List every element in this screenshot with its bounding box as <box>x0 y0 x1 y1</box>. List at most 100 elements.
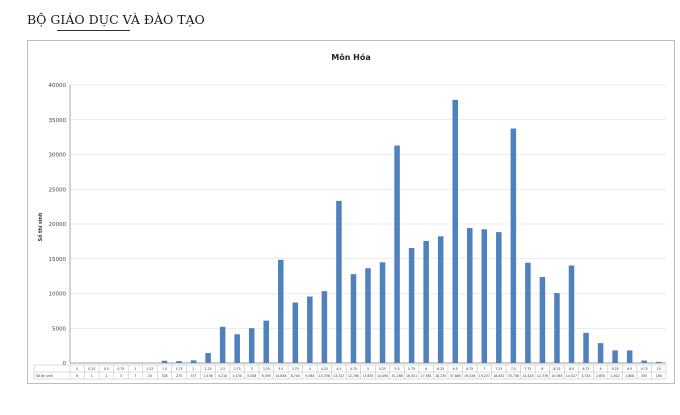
value-label: 37,865 <box>450 374 461 378</box>
bars <box>74 99 662 363</box>
bar <box>539 276 546 363</box>
bar <box>350 274 357 363</box>
category-label: 4 <box>309 367 311 371</box>
bar <box>597 343 604 363</box>
bar <box>452 99 458 363</box>
value-label: 2 <box>105 374 107 378</box>
category-label: 1.25 <box>146 367 153 371</box>
value-label: 19,426 <box>464 374 475 378</box>
category-label: 4.25 <box>321 367 328 371</box>
value-label: 14,027 <box>566 374 577 378</box>
value-label: 14,848 <box>275 374 286 378</box>
value-label: 17,561 <box>421 374 432 378</box>
value-label: 7 <box>134 374 136 378</box>
value-label: 14,490 <box>377 374 388 378</box>
bar <box>612 350 618 363</box>
bar <box>263 320 270 363</box>
category-label: 10 <box>657 367 661 371</box>
category-label: 9.25 <box>612 367 619 371</box>
y-tick-label: 25000 <box>49 187 67 193</box>
value-label: 350 <box>641 374 647 378</box>
value-label: 4,130 <box>233 374 242 378</box>
category-label: 0.75 <box>117 367 124 371</box>
category-label: 9.75 <box>641 367 648 371</box>
bar <box>423 240 429 363</box>
bar <box>641 360 647 363</box>
value-label: 14,428 <box>522 374 533 378</box>
value-label: 6,095 <box>262 374 271 378</box>
category-label: 9.5 <box>627 367 632 371</box>
bar <box>394 145 400 363</box>
bar <box>525 262 531 363</box>
y-tick-label: 10000 <box>49 292 67 298</box>
category-label: 0 <box>76 367 78 371</box>
header-underline <box>57 30 130 31</box>
bar <box>583 332 589 363</box>
bar <box>278 259 284 363</box>
bar <box>554 293 560 363</box>
value-label: 20 <box>148 374 152 378</box>
value-label: 23,327 <box>333 374 344 378</box>
bar <box>655 361 662 363</box>
category-label: 5 <box>367 367 369 371</box>
value-label: 31,286 <box>391 374 402 378</box>
category-label: 2.25 <box>205 367 212 371</box>
bar <box>292 302 299 363</box>
category-label: 8.5 <box>569 367 574 371</box>
bar <box>248 328 255 363</box>
gridlines <box>70 84 666 364</box>
category-label: 7 <box>483 367 485 371</box>
bar <box>437 236 444 363</box>
bar <box>568 265 575 363</box>
category-label: 2 <box>193 367 195 371</box>
value-label: 1,812 <box>611 374 620 378</box>
category-label: 4.75 <box>350 367 357 371</box>
value-label: 270 <box>176 374 182 378</box>
bar <box>626 350 633 363</box>
bar <box>219 326 226 363</box>
bar <box>481 229 488 363</box>
chart-frame: 0 5000 10000 15000 20000 25000 30000 35000 40000… <box>27 40 675 384</box>
value-label: 12,780 <box>348 374 359 378</box>
category-label: 7.5 <box>511 367 516 371</box>
y-tick-label: 0 <box>63 361 67 367</box>
category-label: 5.5 <box>395 367 400 371</box>
category-label: 8.25 <box>553 367 560 371</box>
category-label: 2.75 <box>234 367 241 371</box>
value-label: 13,635 <box>362 374 373 378</box>
y-tick-label: 30000 <box>49 153 67 159</box>
value-label: 5,008 <box>247 374 256 378</box>
value-label: 1 <box>91 374 93 378</box>
y-tick-label: 20000 <box>49 222 67 228</box>
ministry-header: BỘ GIÁO DỤC VÀ ĐÀO TẠO <box>27 12 205 27</box>
value-label: 33,738 <box>508 374 519 378</box>
category-label: 3.75 <box>292 367 299 371</box>
value-label: 4,334 <box>581 374 590 378</box>
bar <box>466 227 473 363</box>
category-label: 0.25 <box>88 367 95 371</box>
bar <box>408 247 415 363</box>
bar <box>336 200 342 363</box>
y-tick-label: 35000 <box>49 118 67 124</box>
bar <box>307 296 313 363</box>
category-label: 0.5 <box>104 367 109 371</box>
category-label: 8 <box>541 367 543 371</box>
category-label: 6.5 <box>453 367 458 371</box>
value-label: 328 <box>161 374 167 378</box>
value-label: 10,063 <box>551 374 562 378</box>
category-label: 5.25 <box>379 367 386 371</box>
value-label: 3 <box>120 374 122 378</box>
category-label: 6.25 <box>437 367 444 371</box>
value-label: 9,564 <box>305 374 314 378</box>
bar <box>176 361 182 363</box>
bar-chart: 0 5000 10000 15000 20000 25000 30000 35000 40000… <box>33 52 667 380</box>
bar <box>510 128 517 363</box>
category-label: 1.75 <box>175 367 182 371</box>
value-label: 1,436 <box>204 374 213 378</box>
category-label: 3 <box>251 367 253 371</box>
category-label: 1 <box>134 367 136 371</box>
value-label: 5,210 <box>218 374 227 378</box>
value-label: 18,832 <box>493 374 504 378</box>
value-label: 2,855 <box>596 374 605 378</box>
y-tick-label: 40000 <box>49 83 67 89</box>
